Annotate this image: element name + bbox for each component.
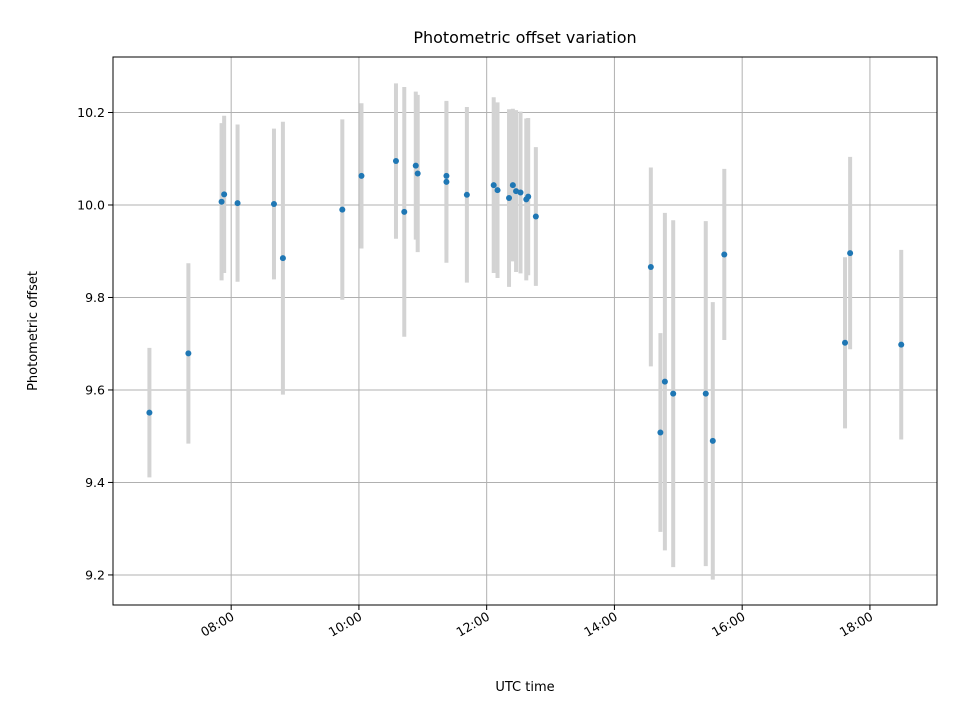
data-point <box>392 158 399 165</box>
data-point <box>898 341 905 348</box>
y-tick-label: 10.2 <box>77 105 105 120</box>
y-tick-label: 9.6 <box>85 382 105 397</box>
x-axis-label: UTC time <box>495 680 554 695</box>
data-point <box>847 250 854 257</box>
data-point <box>146 409 153 416</box>
data-point <box>721 251 728 258</box>
data-point <box>185 350 192 357</box>
data-points <box>146 158 905 444</box>
y-tick-label: 10.0 <box>77 197 105 212</box>
y-tick-label: 9.8 <box>85 290 105 305</box>
data-point <box>414 170 421 177</box>
data-point <box>401 208 408 215</box>
data-point <box>525 193 532 200</box>
data-point <box>494 187 501 194</box>
data-point <box>463 191 470 198</box>
data-point <box>279 255 286 262</box>
plot-frame <box>112 56 938 606</box>
data-point <box>709 437 716 444</box>
data-point <box>661 378 668 385</box>
data-point <box>702 390 709 397</box>
data-point <box>412 162 419 169</box>
y-tick-label: 9.4 <box>85 475 105 490</box>
data-point <box>517 189 524 196</box>
y-axis-ticks: 9.2 9.4 9.6 9.8 10.0 10.2 <box>77 105 113 582</box>
data-point <box>509 182 516 189</box>
data-point <box>506 195 513 202</box>
y-axis-label: Photometric offset <box>26 271 41 391</box>
data-point <box>221 191 228 198</box>
data-point <box>234 200 241 207</box>
data-point <box>532 213 539 220</box>
data-point <box>339 206 346 213</box>
data-point <box>657 429 664 436</box>
data-point <box>443 178 450 185</box>
data-point <box>358 172 365 179</box>
chart-title: Photometric offset variation <box>413 28 636 47</box>
data-point <box>647 263 654 270</box>
y-tick-label: 9.2 <box>85 567 105 582</box>
data-point <box>443 172 450 179</box>
data-point <box>842 339 849 346</box>
data-point <box>670 390 677 397</box>
data-point <box>490 182 497 189</box>
data-point <box>218 198 225 205</box>
data-point <box>270 201 277 208</box>
